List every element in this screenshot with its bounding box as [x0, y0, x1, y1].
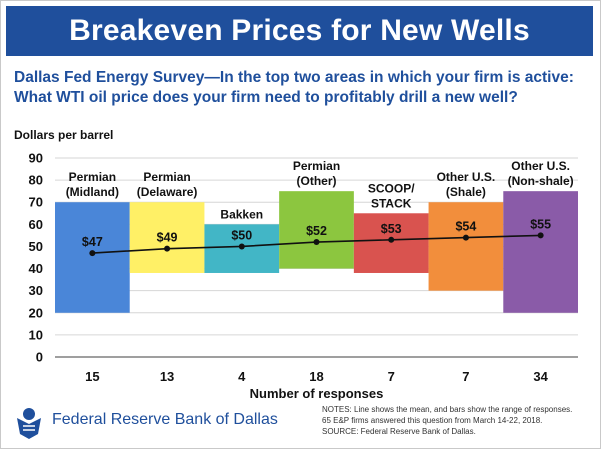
title-banner: Breakeven Prices for New Wells — [6, 6, 593, 56]
chart-subtitle: Dallas Fed Energy Survey—In the top two … — [14, 69, 574, 106]
x-tick-label: 7 — [462, 369, 469, 384]
mean-point — [238, 243, 245, 250]
category-label: (Midland) — [66, 185, 119, 199]
federal-reserve-seal-icon — [17, 408, 41, 439]
mean-value-label: $52 — [306, 224, 327, 238]
mean-value-label: $54 — [455, 220, 476, 234]
footer-organization: Federal Reserve Bank of Dallas — [52, 411, 278, 428]
x-tick-label: 13 — [160, 369, 174, 384]
mean-point — [537, 232, 544, 239]
category-label: Bakken — [220, 207, 263, 221]
mean-value-label: $49 — [157, 231, 178, 245]
category-label: SCOOP/ — [368, 181, 415, 195]
category-label: (Shale) — [446, 185, 486, 199]
y-axis-label: Dollars per barrel — [14, 128, 113, 142]
notes-line-3: SOURCE: Federal Reserve Bank of Dallas. — [322, 427, 476, 436]
range-bar — [129, 202, 205, 273]
x-tick-label: 7 — [388, 369, 395, 384]
chart-title: Breakeven Prices for New Wells — [69, 14, 530, 47]
notes-line-1: NOTES: Line shows the mean, and bars sho… — [322, 405, 573, 414]
category-label: Permian — [293, 159, 340, 173]
category-label: Permian — [143, 170, 190, 184]
x-axis-label: Number of responses — [250, 386, 384, 401]
mean-value-label: $55 — [530, 217, 551, 231]
y-tick-label: 60 — [29, 217, 43, 232]
category-label: (Delaware) — [137, 185, 198, 199]
range-bar — [503, 191, 578, 313]
y-tick-label: 10 — [29, 327, 43, 342]
mean-value-label: $50 — [231, 228, 252, 242]
category-label: Permian — [69, 170, 116, 184]
y-tick-label: 0 — [36, 350, 43, 365]
x-tick-label: 15 — [85, 369, 99, 384]
category-label: Other U.S. — [437, 170, 496, 184]
x-tick-label: 34 — [533, 369, 548, 384]
y-tick-label: 90 — [29, 151, 43, 166]
category-label: Other U.S. — [511, 159, 570, 173]
x-tick-label: 18 — [309, 369, 323, 384]
mean-value-label: $47 — [82, 235, 103, 249]
mean-value-label: $53 — [381, 222, 402, 236]
x-tick-label: 4 — [238, 369, 246, 384]
mean-point — [313, 239, 320, 246]
notes-line-2: 65 E&P firms answered this question from… — [322, 416, 543, 425]
y-tick-label: 70 — [29, 195, 43, 210]
range-bar — [428, 202, 504, 291]
mean-point — [164, 245, 171, 252]
category-label: (Other) — [297, 174, 337, 188]
y-tick-label: 20 — [29, 305, 43, 320]
mean-point — [462, 234, 469, 241]
mean-point — [89, 250, 96, 257]
y-tick-label: 80 — [29, 173, 43, 188]
category-label: (Non-shale) — [508, 174, 574, 188]
range-bar — [55, 202, 130, 313]
y-tick-label: 30 — [29, 283, 43, 298]
range-bar — [279, 191, 354, 269]
category-label: STACK — [371, 196, 412, 210]
y-tick-label: 50 — [29, 239, 43, 254]
mean-point — [388, 236, 395, 243]
range-bar — [353, 213, 429, 273]
y-tick-label: 40 — [29, 261, 43, 276]
footer-notes: NOTES: Line shows the mean, and bars sho… — [322, 404, 594, 437]
